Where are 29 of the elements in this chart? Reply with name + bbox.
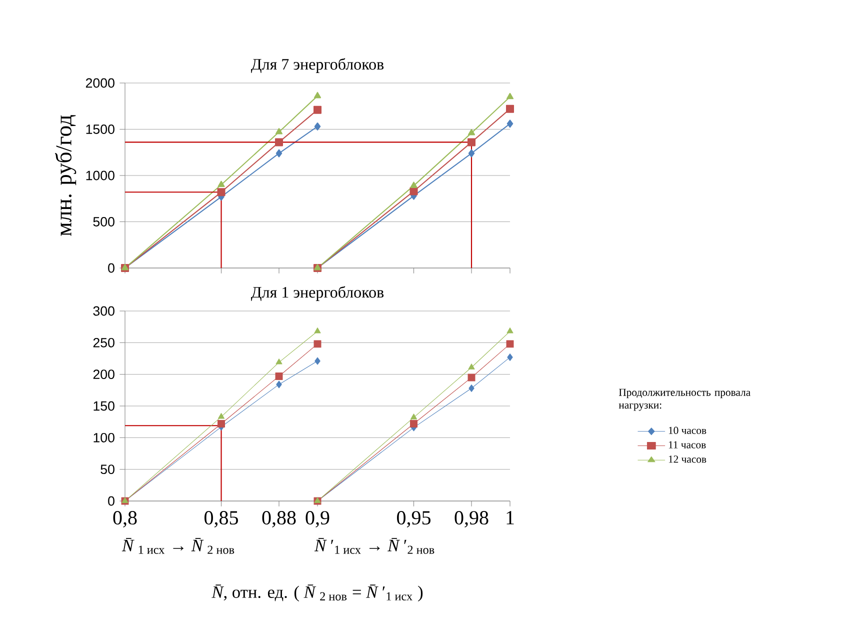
- legend-label: 11 часов: [668, 441, 706, 448]
- y-tick-label: 300: [93, 306, 114, 316]
- y-tick-label: 0: [108, 263, 114, 273]
- x-tick-label: 0,88: [262, 511, 296, 528]
- y-tick-label: 50: [100, 464, 114, 474]
- y-tick-label: 150: [94, 401, 114, 411]
- chart-title: Для 1 энергоблоков: [251, 286, 384, 301]
- legend-label: 10 часов: [668, 426, 706, 434]
- y-tick-label: 100: [94, 432, 114, 442]
- y-tick-label: 1500: [86, 124, 114, 134]
- y-axis-title: млн. руб/год: [55, 115, 76, 236]
- text: N̄, отн. ед. ( N̄$_{2 нов}$ = N̄′$_{1 исх}$ ): [212, 584, 423, 602]
- y-tick-label: 250: [93, 338, 114, 348]
- y-tick-label: 200: [93, 370, 114, 380]
- x-tick-label: 0,8: [113, 511, 137, 528]
- x-tick-label: 0,9: [306, 511, 330, 528]
- text: N̄′$_{1 исх}$ → N̄′$_{2 нов}$: [314, 538, 434, 554]
- x-tick-label: 1: [506, 511, 514, 524]
- text: N̄$_{1 исх}$ → N̄$_{2 нов}$: [122, 538, 234, 554]
- x-tick-label: 0,98: [454, 511, 488, 528]
- legend-label: 12 часов: [668, 456, 706, 463]
- legend-title: Продолжительность провала нагрузки:: [618, 388, 750, 411]
- y-tick-label: 1000: [86, 170, 114, 180]
- chart-title: Для 7 энергоблоков: [251, 58, 384, 73]
- y-tick-label: 500: [93, 217, 114, 226]
- y-tick-label: 0: [108, 496, 114, 506]
- x-tick-label: 0,85: [204, 511, 238, 528]
- y-tick-label: 2000: [86, 78, 114, 88]
- x-tick-label: 0,95: [397, 511, 430, 528]
